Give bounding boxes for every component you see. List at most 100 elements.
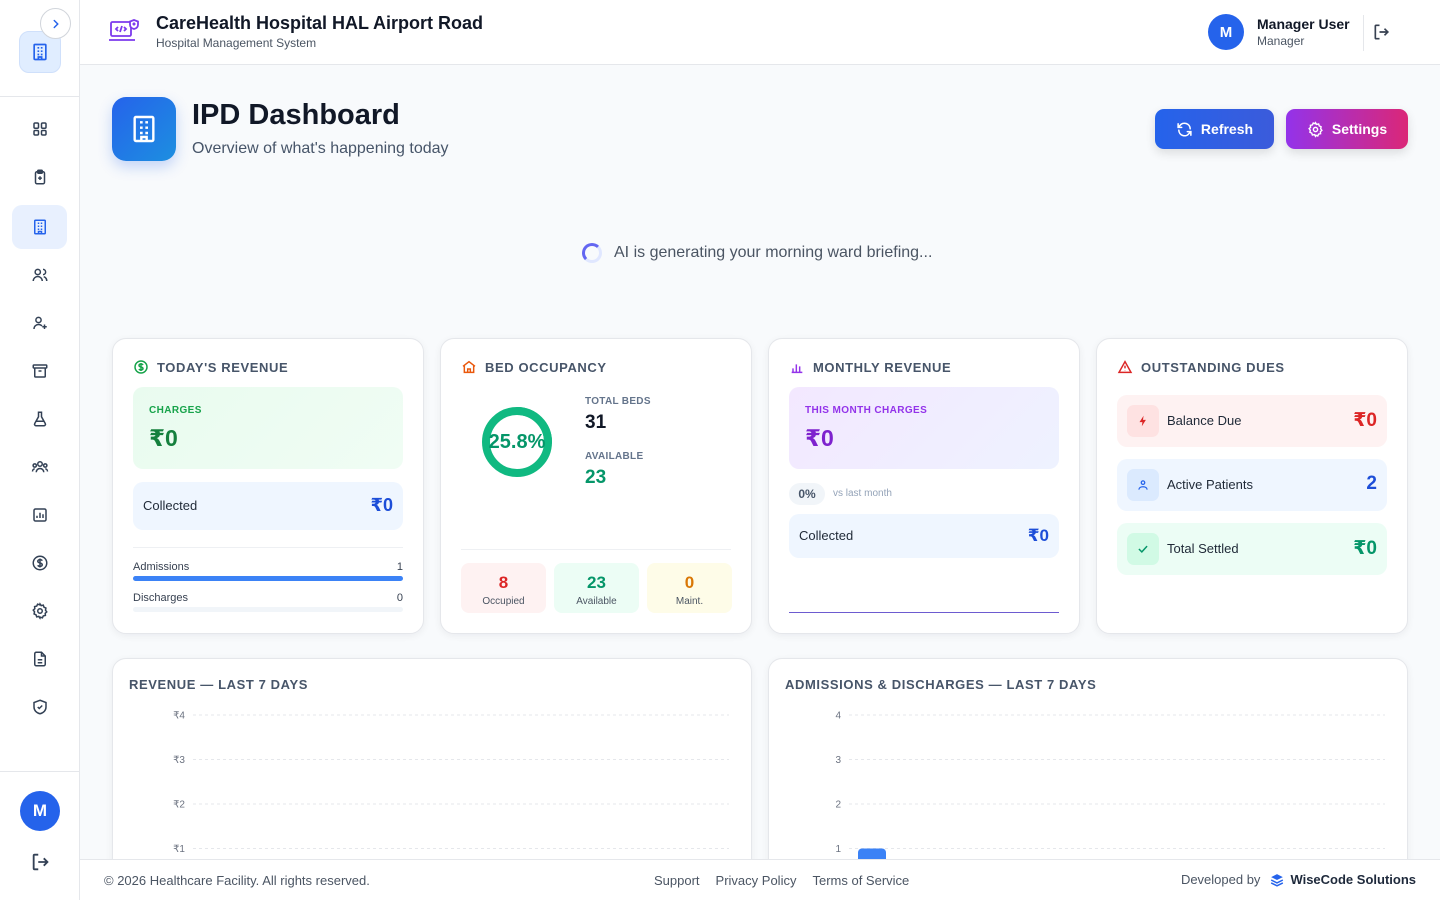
available-small-label: Available [576, 596, 617, 607]
sidebar-item-add-patient[interactable] [12, 301, 67, 345]
refresh-icon [1177, 121, 1192, 137]
occupied-count: 8 [498, 573, 509, 592]
sidebar-item-documents[interactable] [12, 637, 67, 681]
admissions-bar-fill [133, 576, 403, 581]
system-name: Hospital Management System [156, 36, 317, 50]
change-badge: 0% [789, 483, 825, 505]
sidebar-item-reports[interactable] [12, 493, 67, 537]
maint-count: 0 [684, 573, 695, 592]
logout-icon[interactable] [1372, 22, 1392, 42]
y-tick-label: ₹1 [173, 844, 185, 855]
total-beds-value: 31 [585, 412, 607, 433]
card-header: BED OCCUPANCY [461, 359, 607, 375]
support-link[interactable]: Support [654, 873, 700, 888]
privacy-link[interactable]: Privacy Policy [715, 873, 797, 888]
monthly-revenue-card: MONTHLY REVENUE THIS MONTH CHARGES ₹0 0%… [768, 338, 1080, 634]
terms-link[interactable]: Terms of Service [812, 873, 910, 888]
revenue-chart: ₹4 ₹3 ₹2 ₹1 [173, 711, 729, 855]
active-label: Active Patients [1167, 477, 1253, 492]
settings-label: Settings [1331, 121, 1388, 137]
sidebar-bottom-divider [0, 771, 79, 772]
admissions-value: 1 [396, 561, 403, 573]
balance-icon-wrap [1127, 405, 1159, 437]
copyright: © 2026 Healthcare Facility. All rights r… [104, 873, 370, 888]
month-charges-value: ₹0 [805, 425, 834, 451]
todays-revenue-card: TODAY'S REVENUE CHARGES ₹0 Collected ₹0 … [112, 338, 424, 634]
sidebar-item-security[interactable] [12, 685, 67, 729]
month-collected-value: ₹0 [1027, 526, 1049, 545]
hospital-name: CareHealth Hospital HAL Airport Road [156, 13, 484, 33]
layers-icon [1271, 873, 1284, 887]
revenue-sparkline [789, 612, 1059, 613]
balance-label: Balance Due [1167, 413, 1242, 428]
page-title: IPD Dashboard [192, 99, 400, 131]
shield-check-icon [32, 699, 47, 715]
gear-icon [31, 602, 48, 620]
group-icon [31, 461, 48, 473]
settled-value: ₹0 [1353, 538, 1377, 559]
total-settled-row: Total Settled ₹0 [1117, 523, 1387, 575]
sidebar-divider [0, 96, 79, 97]
sidebar-item-ipd[interactable] [12, 205, 67, 249]
sidebar-item-billing[interactable] [12, 541, 67, 585]
warning-icon [1117, 360, 1133, 374]
card-title: OUTSTANDING DUES [1141, 359, 1285, 375]
sidebar-item-dashboard[interactable] [12, 107, 67, 151]
dollar-icon [32, 555, 47, 571]
discharges-bar [133, 607, 403, 612]
settled-icon-wrap [1127, 533, 1159, 565]
y-tick-label: ₹2 [173, 800, 185, 811]
sidebar-item-lab[interactable] [12, 397, 67, 441]
settled-label: Total Settled [1167, 541, 1239, 556]
sidebar-item-patients[interactable] [12, 253, 67, 297]
logout-icon[interactable] [30, 851, 52, 873]
discharges-row: Discharges 0 [133, 592, 403, 612]
maintenance-tile: 0 Maint. [647, 563, 732, 613]
dollar-circle-icon [134, 360, 148, 374]
available-count: 23 [587, 573, 606, 592]
user-name: Manager User [1257, 16, 1350, 32]
building-icon [133, 115, 155, 143]
briefing-text: AI is generating your morning ward brief… [614, 244, 933, 261]
sidebar-item-inventory[interactable] [12, 349, 67, 393]
discharges-label: Discharges [133, 592, 189, 604]
flask-icon [33, 411, 46, 427]
month-collected-box: Collected ₹0 [789, 514, 1059, 558]
y-tick-label: 4 [835, 711, 841, 722]
occupied-tile: 8 Occupied [461, 563, 546, 613]
charges-value: ₹0 [149, 425, 178, 451]
developer-name: WiseCode Solutions [1290, 872, 1416, 887]
refresh-label: Refresh [1200, 121, 1254, 137]
card-title: MONTHLY REVENUE [813, 359, 952, 375]
user-role: Manager [1257, 34, 1305, 48]
ai-briefing-loader: AI is generating your morning ward brief… [582, 243, 932, 263]
developer-brand[interactable]: WiseCode Solutions [1270, 872, 1416, 887]
total-beds-label: TOTAL BEDS [585, 396, 651, 407]
y-tick-label: ₹3 [173, 755, 185, 766]
month-collected-label: Collected [799, 528, 854, 543]
developer-credit: Developed by WiseCode Solutions [1181, 872, 1416, 887]
grid-icon [32, 122, 47, 136]
sidebar-toggle-button[interactable] [40, 8, 71, 39]
settings-button[interactable]: Settings [1286, 109, 1408, 149]
hospital-laptop-icon [109, 19, 139, 41]
charges-label: CHARGES [149, 405, 202, 416]
sidebar-item-settings[interactable] [12, 589, 67, 633]
month-charges-box: THIS MONTH CHARGES ₹0 [789, 387, 1059, 469]
footer-links: Support Privacy Policy Terms of Service [654, 873, 909, 888]
top-header: CareHealth Hospital HAL Airport Road Hos… [80, 0, 1440, 65]
available-label: AVAILABLE [585, 451, 644, 462]
card-header: MONTHLY REVENUE [789, 359, 951, 375]
balance-due-row: Balance Due ₹0 [1117, 395, 1387, 447]
sidebar-item-clipboard[interactable] [12, 155, 67, 199]
admissions-chart-title: ADMISSIONS & DISCHARGES — LAST 7 DAYS [785, 677, 1097, 692]
admissions-row: Admissions 1 [133, 561, 403, 581]
user-avatar[interactable]: M [1208, 14, 1244, 50]
sidebar-avatar[interactable]: M [20, 791, 60, 831]
loading-spinner-icon [582, 243, 602, 263]
card-divider [133, 547, 403, 548]
building-icon [33, 43, 47, 61]
refresh-button[interactable]: Refresh [1155, 109, 1274, 149]
active-value: 2 [1366, 473, 1377, 494]
sidebar-item-staff[interactable] [12, 445, 67, 489]
